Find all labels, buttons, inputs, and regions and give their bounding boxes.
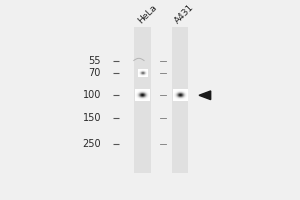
Text: 100: 100 — [82, 90, 101, 100]
Polygon shape — [199, 91, 211, 100]
Text: 55: 55 — [88, 56, 101, 66]
Text: HeLa: HeLa — [136, 3, 159, 26]
Bar — [134, 27, 151, 173]
Text: 150: 150 — [82, 113, 101, 123]
Text: 70: 70 — [88, 68, 101, 78]
Bar — [172, 27, 188, 173]
Text: 250: 250 — [82, 139, 101, 149]
Text: A431: A431 — [173, 3, 196, 26]
